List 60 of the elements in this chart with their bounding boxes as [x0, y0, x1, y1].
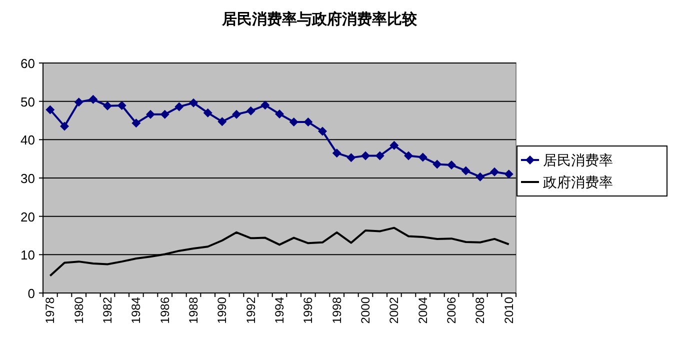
point	[160, 110, 170, 119]
point	[346, 153, 356, 162]
point	[304, 118, 313, 127]
x-tick-label: 2006	[444, 296, 458, 324]
x-tick-label: 1990	[215, 296, 230, 324]
point	[432, 160, 442, 169]
point	[476, 172, 485, 182]
point	[232, 110, 241, 119]
x-tick-label: 1980	[72, 296, 86, 324]
y-tick-label: 40	[20, 132, 35, 148]
point	[218, 117, 227, 126]
x-tick-label: 1978	[43, 296, 58, 324]
point	[461, 166, 470, 176]
point	[246, 106, 256, 116]
x-tick-label: 1986	[158, 296, 172, 324]
point	[390, 140, 399, 150]
point	[203, 108, 212, 118]
point	[260, 100, 270, 110]
point	[361, 151, 370, 160]
x-tick-label: 1984	[129, 296, 144, 324]
x-tick-label: 2002	[387, 296, 402, 324]
point	[404, 151, 413, 160]
point	[418, 152, 428, 162]
x-tick-label: 1982	[100, 296, 114, 324]
x-tick-label: 1994	[272, 296, 286, 324]
point	[132, 118, 141, 128]
y-tick-label: 60	[20, 56, 35, 71]
point	[332, 148, 342, 158]
x-tick-label: 1996	[301, 296, 316, 324]
legend-label: 政府消费率	[543, 174, 613, 190]
legend-label: 居民消费率	[543, 152, 613, 168]
x-tick-label: 2008	[473, 296, 488, 324]
y-tick-label: 0	[28, 286, 35, 301]
x-tick-label: 1998	[330, 296, 344, 324]
point	[60, 122, 69, 131]
point	[88, 94, 98, 104]
x-tick-label: 2010	[502, 296, 516, 324]
point	[318, 126, 327, 136]
point	[504, 170, 514, 179]
x-tick-label: 1992	[244, 296, 258, 324]
x-tick-label: 1988	[186, 296, 200, 324]
y-tick-label: 20	[20, 209, 35, 224]
point	[103, 101, 112, 110]
x-tick-label: 2004	[416, 296, 430, 324]
point	[146, 110, 155, 119]
point	[490, 167, 499, 176]
chart-title: 居民消费率与政府消费率比较	[221, 10, 418, 28]
point	[117, 101, 126, 110]
point	[74, 98, 84, 107]
x-tick-label: 2000	[358, 296, 372, 324]
y-tick-label: 30	[20, 171, 35, 186]
point	[46, 105, 55, 114]
point	[375, 151, 384, 160]
point	[174, 102, 184, 112]
y-tick-label: 10	[20, 248, 35, 263]
point	[189, 98, 198, 108]
y-tick-label: 50	[20, 94, 35, 110]
point	[275, 109, 284, 118]
point	[447, 160, 456, 170]
point	[289, 118, 298, 127]
